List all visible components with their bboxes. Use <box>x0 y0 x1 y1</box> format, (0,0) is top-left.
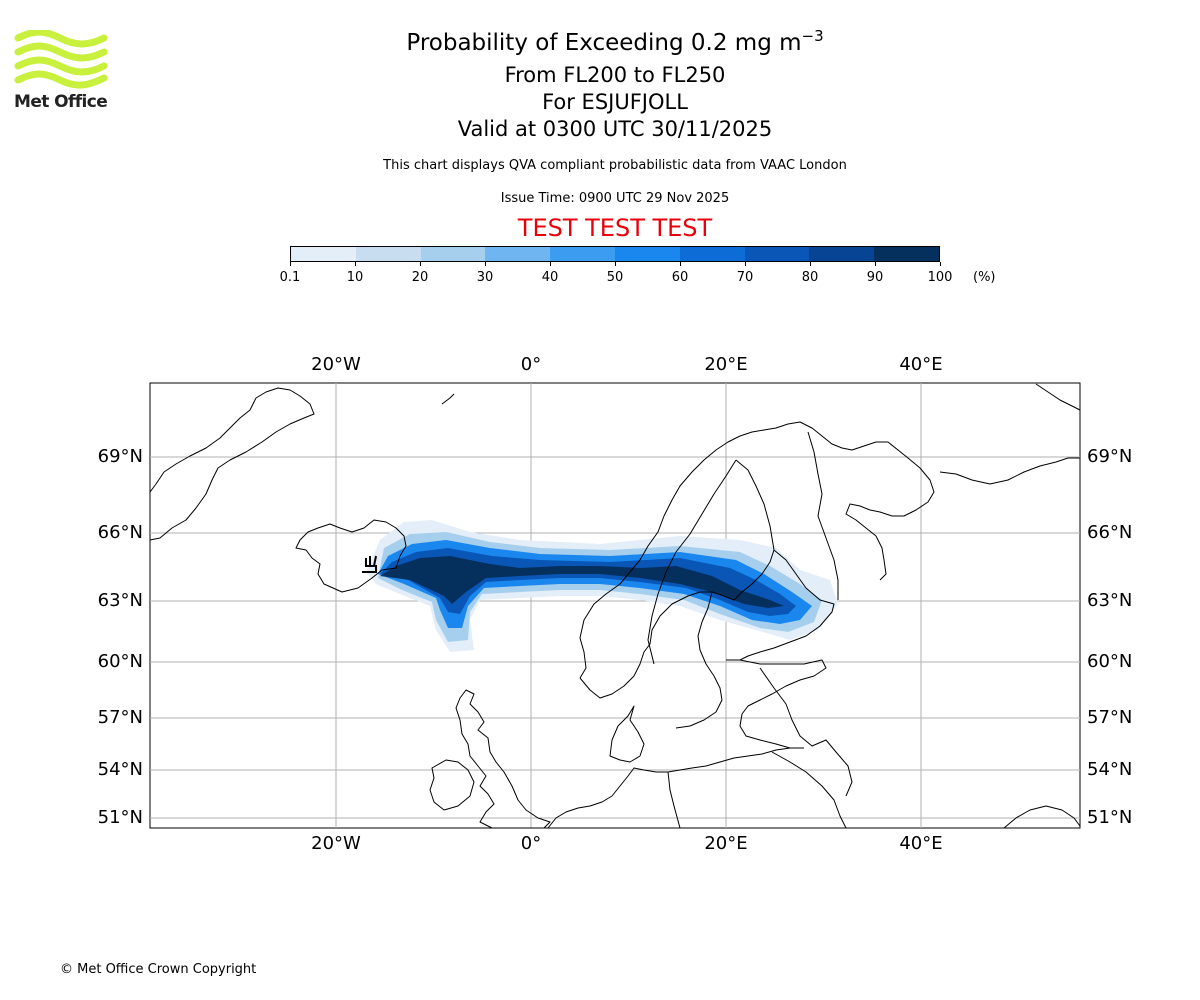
border-finland-russia <box>807 431 839 600</box>
colorbar-tick-label: 60 <box>671 270 689 285</box>
colorbar-tick-label: 40 <box>541 270 559 285</box>
coastlines <box>149 383 1081 829</box>
coast-gulf-bothnia <box>675 591 723 729</box>
title-exponent: −3 <box>801 27 824 45</box>
chart-description: This chart displays QVA compliant probab… <box>383 158 847 173</box>
colorbar-segment <box>291 247 356 261</box>
latitude-label-right: 69°N <box>1087 446 1133 467</box>
colorbar-segment <box>874 247 939 261</box>
colorbar-unit: (%) <box>973 270 996 285</box>
colorbar-segment <box>744 247 810 261</box>
coast-kola <box>939 457 1080 485</box>
test-banner: TEST TEST TEST <box>517 214 713 242</box>
plume-band-core <box>380 556 784 608</box>
met-office-logo: Met Office <box>14 30 110 112</box>
colorbar-tick-label: 10 <box>346 270 364 285</box>
colorbar-tick-mark <box>745 262 746 266</box>
longitude-label-top: 20°W <box>311 354 361 375</box>
latitude-label-left: 69°N <box>97 446 143 467</box>
valid-time: Valid at 0300 UTC 30/11/2025 <box>457 117 773 141</box>
chart-title: Probability of Exceeding 0.2 mg m−3 <box>0 27 1200 56</box>
issue-time: Issue Time: 0900 UTC 29 Nov 2025 <box>500 191 730 206</box>
latitude-label-left: 54°N <box>97 759 143 780</box>
colorbar-tick-mark <box>290 262 291 266</box>
colorbar-tick-label: 20 <box>411 270 429 285</box>
colorbar-tick-mark <box>550 262 551 266</box>
coast-great-britain <box>455 689 551 829</box>
latitude-label-right: 51°N <box>1087 807 1133 828</box>
border-germany-poland <box>667 771 681 829</box>
colorbar-tick-label: 90 <box>866 270 884 285</box>
colorbar-tick-label: 0.1 <box>279 270 301 285</box>
longitude-label-bottom: 20°W <box>311 833 361 854</box>
colorbar-tick-mark <box>810 262 811 266</box>
colorbar-tick-label: 70 <box>736 270 754 285</box>
latitude-label-left: 57°N <box>97 707 143 728</box>
coast-ireland <box>429 759 475 811</box>
colorbar-tick-label: 80 <box>801 270 819 285</box>
colorbar-tick-mark <box>420 262 421 266</box>
longitude-label-top: 40°E <box>899 354 943 375</box>
colorbar-tick-mark <box>355 262 356 266</box>
colorbar-tick-mark <box>485 262 486 266</box>
border-northeast <box>1003 805 1081 829</box>
colorbar-tick-mark <box>680 262 681 266</box>
coast-finland-south <box>739 659 827 749</box>
latitude-label-left: 66°N <box>97 522 143 543</box>
met-office-waves-icon <box>14 30 108 89</box>
longitude-label-top: 20°E <box>704 354 748 375</box>
coast-norway-south <box>579 643 651 699</box>
coast-greenland <box>149 387 315 541</box>
coast-denmark <box>609 705 645 763</box>
map-gridlines <box>150 383 1080 828</box>
border-sweden-finland <box>735 459 775 551</box>
colorbar-tick-label: 50 <box>606 270 624 285</box>
latitude-label-left: 51°N <box>97 807 143 828</box>
latitude-label-left: 60°N <box>97 651 143 672</box>
colorbar-tick-mark <box>940 262 941 266</box>
border-norway-sweden <box>647 459 737 665</box>
longitude-label-top: 0° <box>520 354 542 375</box>
coast-jan-mayen <box>441 393 455 405</box>
coast-iceland <box>295 519 407 593</box>
coast-sweden-east <box>649 549 775 645</box>
ash-probability-plume <box>366 520 838 652</box>
colorbar-segment <box>679 247 745 261</box>
colorbar-tick-label: 100 <box>927 270 953 285</box>
colorbar-segment <box>420 247 486 261</box>
latitude-label-right: 54°N <box>1087 759 1133 780</box>
latitude-label-right: 60°N <box>1087 651 1133 672</box>
longitude-label-bottom: 20°E <box>704 833 748 854</box>
colorbar-tick-mark <box>615 262 616 266</box>
coast-svalbard-edge <box>1035 383 1081 411</box>
colorbar-tick-mark <box>875 262 876 266</box>
longitude-label-bottom: 0° <box>520 833 542 854</box>
title-main: Probability of Exceeding 0.2 mg m <box>406 30 802 56</box>
latitude-label-right: 66°N <box>1087 522 1133 543</box>
longitude-label-bottom: 40°E <box>899 833 943 854</box>
coast-continent <box>547 747 791 829</box>
colorbar-segment <box>355 247 421 261</box>
colorbar-segment <box>485 247 551 261</box>
border-poland-east <box>771 751 847 829</box>
border-baltics <box>759 667 853 797</box>
colorbar-tick-label: 30 <box>476 270 494 285</box>
colorbar-segment <box>809 247 875 261</box>
copyright-notice: © Met Office Crown Copyright <box>60 962 257 977</box>
volcano-name: For ESJUFJOLL <box>542 90 688 114</box>
colorbar-segment <box>550 247 615 261</box>
latitude-label-right: 63°N <box>1087 590 1133 611</box>
coast-scandinavia <box>579 421 935 679</box>
flight-level-range: From FL200 to FL250 <box>504 63 726 87</box>
latitude-label-right: 57°N <box>1087 707 1133 728</box>
logo-text: Met Office <box>14 92 108 112</box>
latitude-label-left: 63°N <box>97 590 143 611</box>
volcano-marker-icon <box>362 555 377 573</box>
colorbar-segment <box>614 247 680 261</box>
probability-colorbar <box>290 246 940 262</box>
map-frame <box>149 382 1081 829</box>
coast-finland <box>726 549 835 661</box>
